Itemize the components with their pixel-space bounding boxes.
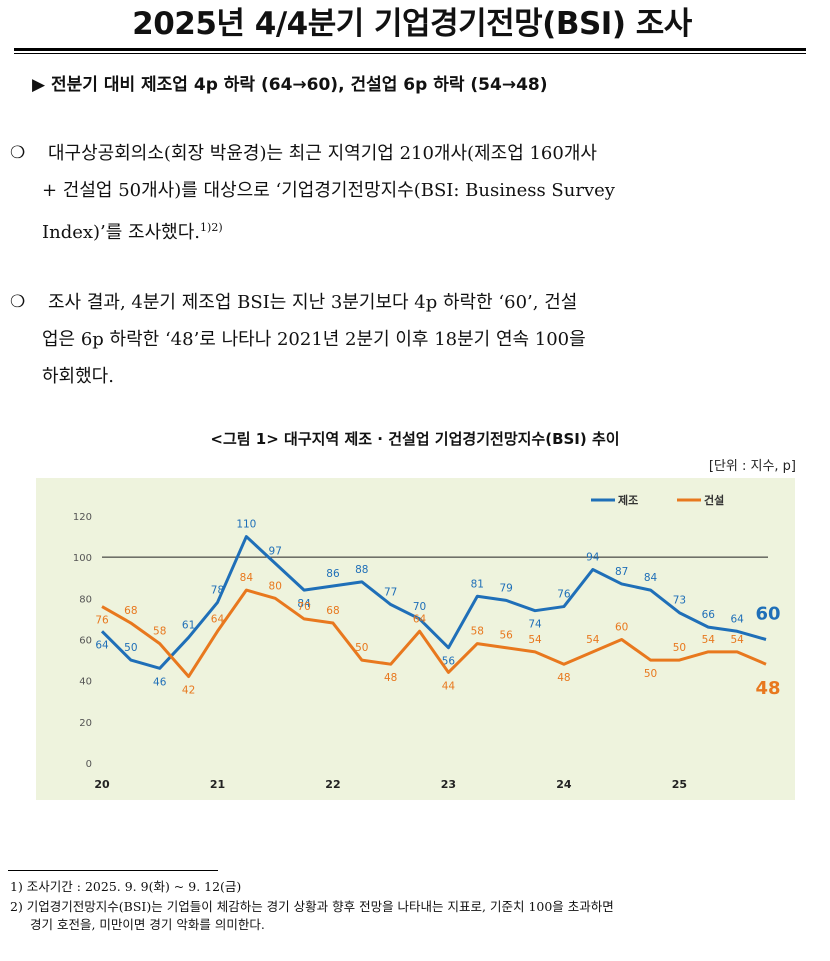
x-tick-label: 22 [325,778,340,791]
data-label: 64 [413,613,427,625]
data-label: 87 [615,566,628,578]
data-label: 84 [240,572,254,584]
para2-line1: 조사 결과, 4분기 제조업 BSI는 지난 3분기보다 4p 하락한 ‘60’… [48,292,578,313]
series-line-manufacturing [100,535,767,670]
data-label: 73 [673,595,686,607]
para1-line1: 대구상공회의소(회장 박윤경)는 최근 지역기업 210개사(제조업 160개사 [48,143,597,164]
data-label: 76 [557,589,571,601]
data-label: 66 [702,609,716,621]
y-tick-label: 100 [73,553,92,564]
data-label: 54 [702,634,716,646]
footnote-ref: 1)2) [200,221,223,234]
data-label: 84 [644,572,658,584]
bullet-circle-icon: ❍ [10,292,26,312]
y-tick-label: 60 [79,636,92,647]
data-label: 68 [124,605,137,617]
para1-line2: + 건설업 50개사)를 대상으로 ‘기업경기전망지수(BSI: Busines… [42,180,615,201]
footnote-divider [8,870,218,871]
x-tick-label: 24 [556,778,572,791]
data-label: 56 [442,656,456,668]
data-label: 58 [471,626,484,638]
data-label: 54 [528,634,542,646]
data-label: 68 [326,605,339,617]
data-label: 64 [95,639,109,651]
document-title: 2025년 4/4분기 기업경기전망(BSI) 조사 [132,6,692,42]
y-tick-label: 80 [79,594,92,605]
data-label: 56 [499,630,513,642]
y-tick-label: 120 [73,512,92,523]
summary-subtitle: ▶ 전분기 대비 제조업 4p 하락 (64→60), 건설업 6p 하락 (5… [32,75,548,95]
figure-title: <그림 1> 대구지역 제조 · 건설업 기업경기전망지수(BSI) 추이 [210,430,620,448]
data-label: 76 [95,615,109,627]
data-label: 54 [730,634,744,646]
data-label: 94 [586,552,600,564]
data-label: 80 [269,580,282,592]
data-label: 61 [182,619,195,631]
data-label: 81 [471,578,484,590]
footnote-1: 1) 조사기간 : 2025. 9. 9(화) ~ 9. 12(금) [10,879,242,894]
paragraph-survey-result: ❍ 조사 결과, 4분기 제조업 BSI는 지난 3분기보다 4p 하락한 ‘6… [10,284,818,395]
legend-label: 건설 [704,493,724,507]
data-label: 54 [586,634,600,646]
x-tick-label: 21 [210,778,225,791]
data-label: 48 [384,672,397,684]
data-label: 97 [269,545,282,557]
bullet-circle-icon: ❍ [10,143,26,163]
data-label: 48 [557,672,570,684]
x-tick-label: 25 [672,778,687,791]
data-label: 78 [211,584,224,596]
data-label: 79 [499,582,512,594]
title-rule-thin [14,53,806,54]
data-label: 70 [413,601,426,613]
footnote-2-line2: 경기 호전을, 미만이면 경기 악화를 의미한다. [30,917,265,932]
para1-line3: Index)’를 조사했다.1)2) [42,221,223,243]
series-line-construction [101,588,767,679]
data-label: 77 [384,587,397,599]
title-rule-thick [14,48,806,51]
data-label: 84 [297,598,311,610]
data-label: 50 [355,642,368,654]
data-label: 88 [355,564,368,576]
last-value-label: 48 [755,678,780,699]
data-label: 74 [528,619,542,631]
data-label: 50 [124,642,137,654]
data-label: 70 [297,601,310,613]
y-tick-label: 40 [79,677,92,688]
data-label: 42 [182,685,195,697]
footnote-2-line1: 2) 기업경기전망지수(BSI)는 기업들이 체감하는 경기 상황과 향후 전망… [10,899,614,914]
data-label: 86 [326,568,340,580]
y-tick-label: 0 [86,759,92,770]
x-tick-label: 23 [441,778,456,791]
figure-unit: [단위 : 지수, p] [708,459,796,474]
data-label: 64 [730,613,744,625]
data-label: 60 [615,622,628,634]
data-label: 50 [673,642,686,654]
paragraph-survey-overview: ❍ 대구상공회의소(회장 박윤경)는 최근 지역기업 210개사(제조업 160… [10,135,818,251]
para2-line2: 업은 6p 하락한 ‘48’로 나타나 2021년 2분기 이후 18분기 연속… [42,329,586,350]
y-tick-label: 20 [79,718,92,729]
data-label: 110 [236,519,256,531]
data-label: 64 [211,613,225,625]
data-label: 46 [153,676,167,688]
data-label: 58 [153,626,166,638]
bsi-line-chart: 0 20 40 60 80 100 120 20 21 22 23 24 25 64 50 46 61 78 110… [36,478,795,800]
data-label: 50 [644,668,657,680]
last-value-label: 60 [755,604,780,625]
para2-line3: 하회했다. [42,366,114,387]
data-label: 44 [442,680,456,692]
legend-label: 제조 [618,493,638,507]
x-tick-label: 20 [94,778,110,791]
